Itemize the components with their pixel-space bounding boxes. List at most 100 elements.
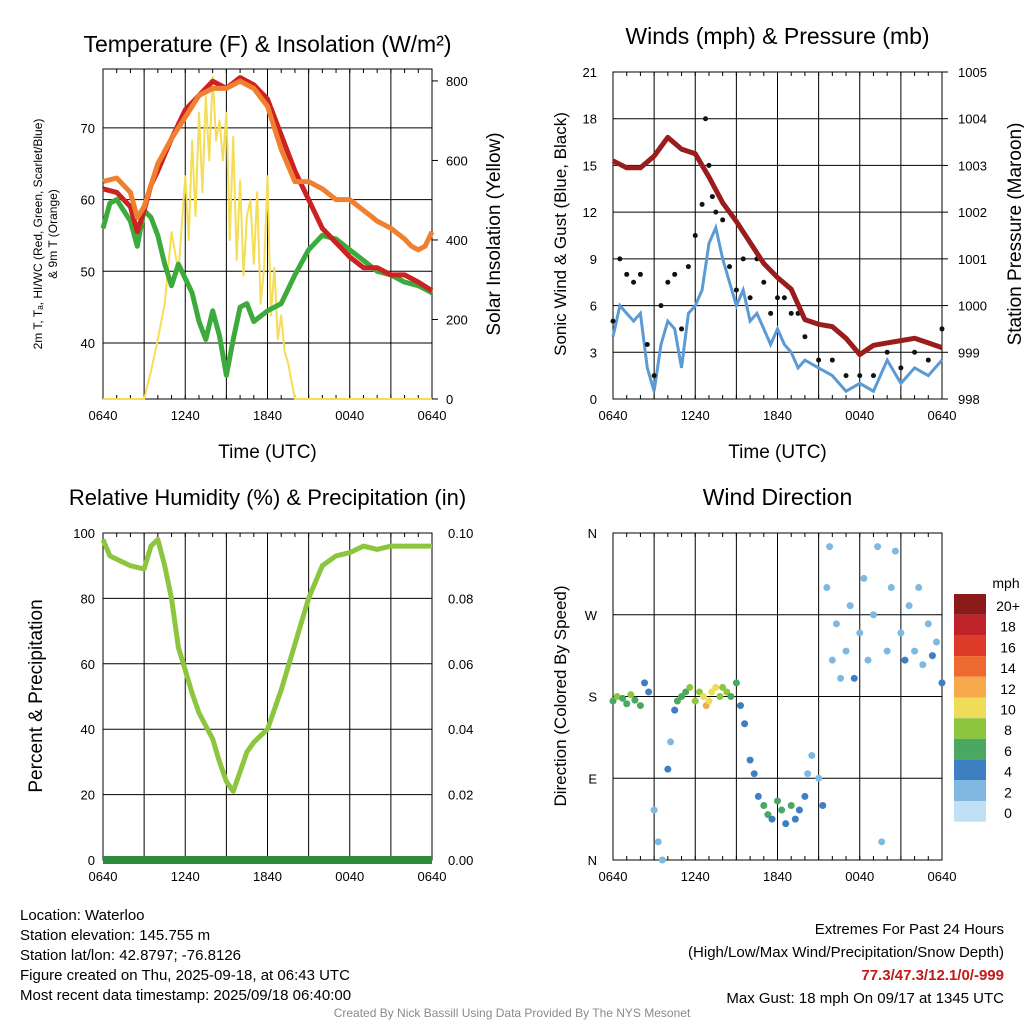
- y-tick-label: N: [588, 853, 597, 868]
- direction-point: [764, 811, 772, 819]
- direction-point: [664, 765, 672, 773]
- y-left-tick-label: 100: [73, 526, 95, 541]
- gust-point: [703, 116, 709, 122]
- y-right-axis-label: Station Pressure (Maroon): [1005, 123, 1024, 346]
- direction-point: [623, 700, 631, 708]
- colorbar-swatch: [954, 635, 986, 657]
- y-axis-label: Percent & Precipitation: [26, 599, 47, 792]
- direction-point: [736, 702, 744, 710]
- y-left-tick-label: 15: [583, 158, 597, 173]
- direction-point: [671, 706, 679, 714]
- colorbar-swatch: [954, 759, 986, 781]
- y-right-tick-label: 800: [446, 74, 468, 89]
- gust-point: [939, 326, 945, 332]
- direction-point: [650, 806, 658, 814]
- direction-point: [627, 691, 635, 699]
- x-tick-label: 0040: [335, 869, 364, 884]
- station-elevation: Station elevation: 145.755 m: [20, 927, 211, 944]
- colorbar-label: 10: [1000, 702, 1016, 718]
- gust-point: [651, 373, 657, 379]
- gust-point: [713, 209, 719, 215]
- direction-point: [723, 688, 731, 696]
- direction-point: [760, 802, 768, 809]
- gust-point: [617, 256, 623, 262]
- direction-point: [673, 697, 681, 705]
- direction-point: [631, 696, 639, 704]
- direction-point: [754, 792, 762, 800]
- colorbar-swatch: [954, 594, 986, 615]
- direction-point: [856, 629, 864, 637]
- colorbar-title: mph: [992, 575, 1019, 591]
- direction-point: [791, 815, 799, 823]
- x-tick-label: 0640: [599, 869, 628, 884]
- y-right-tick-label: 1002: [958, 205, 987, 220]
- colorbar-label: 20+: [996, 598, 1020, 614]
- direction-point: [938, 679, 946, 687]
- direction-point: [869, 611, 877, 619]
- y-right-tick-label: 0.00: [448, 853, 473, 868]
- x-tick-label: 0640: [599, 408, 628, 423]
- gust-point: [740, 256, 746, 262]
- extremes-info: Extremes For Past 24 Hours (High/Low/Max…: [688, 918, 1004, 1010]
- colorbar-label: 12: [1000, 681, 1016, 697]
- direction-point: [619, 694, 627, 702]
- gust-point: [857, 373, 863, 379]
- y-left-axis-label: 2m T, Tₐ, HI/WC (Red, Green, Scarlet/Blu…: [31, 119, 45, 350]
- x-tick-label: 0640: [928, 869, 957, 884]
- x-tick-label: 0640: [928, 408, 957, 423]
- y-right-tick-label: 0.04: [448, 722, 473, 737]
- direction-point: [815, 774, 823, 782]
- chart-title: Relative Humidity (%) & Precipitation (i…: [69, 485, 466, 510]
- y-left-tick-label: 6: [590, 299, 597, 314]
- colorbar-swatch: [954, 656, 986, 677]
- y-right-tick-label: 0.10: [448, 526, 473, 541]
- y-left-tick-label: 21: [583, 65, 597, 80]
- direction-point: [708, 688, 716, 696]
- direction-point: [750, 770, 758, 778]
- direction-point: [682, 688, 690, 696]
- direction-point: [928, 652, 936, 660]
- direction-point: [924, 620, 932, 628]
- y-right-axis-label: Solar Insolation (Yellow): [484, 132, 505, 335]
- station-latlon: Station lat/lon: 42.8797; -76.8126: [20, 947, 242, 964]
- x-tick-label: 1240: [171, 408, 200, 423]
- x-axis-label: Time (UTC): [218, 442, 317, 463]
- y-tick-label: N: [588, 526, 597, 541]
- direction-point: [901, 656, 909, 664]
- x-tick-label: 1240: [171, 869, 200, 884]
- direction-point: [860, 574, 868, 582]
- panel-1: [102, 68, 433, 400]
- max-gust: Max Gust: 18 mph On 09/17 at 1345 UTC: [726, 990, 1004, 1007]
- y-right-tick-label: 0.02: [448, 788, 473, 803]
- y-right-tick-label: 0: [446, 392, 453, 407]
- direction-point: [787, 802, 795, 809]
- y-left-tick-label: 3: [590, 345, 597, 360]
- direction-point: [741, 720, 749, 728]
- y-right-tick-label: 1003: [958, 158, 987, 173]
- x-tick-label: 0640: [89, 869, 118, 884]
- direction-point: [678, 693, 686, 700]
- y-right-tick-label: 1004: [958, 112, 987, 127]
- y-right-tick-label: 1000: [958, 299, 987, 314]
- chart-title: Winds (mph) & Pressure (mb): [625, 23, 929, 49]
- colorbar-label: 16: [1000, 639, 1016, 655]
- series-line-0: [102, 78, 435, 253]
- direction-point: [746, 756, 754, 764]
- y-left-tick-label: 18: [583, 112, 597, 127]
- y-left-axis-label: & 9m T (Orange): [46, 189, 60, 279]
- direction-point: [774, 797, 781, 805]
- y-right-tick-label: 600: [446, 153, 468, 168]
- gust-point: [658, 303, 664, 309]
- colorbar-label: 8: [1004, 722, 1012, 738]
- direction-point: [897, 629, 905, 637]
- direction-point: [686, 683, 694, 691]
- extremes-title: Extremes For Past 24 Hours: [814, 921, 1004, 938]
- gust-point: [898, 365, 904, 371]
- x-tick-label: 1240: [681, 869, 710, 884]
- gust-point: [631, 279, 637, 285]
- direction-point: [864, 656, 872, 664]
- y-right-tick-label: 0.08: [448, 591, 473, 606]
- direction-point: [826, 543, 834, 551]
- direction-point: [837, 674, 845, 682]
